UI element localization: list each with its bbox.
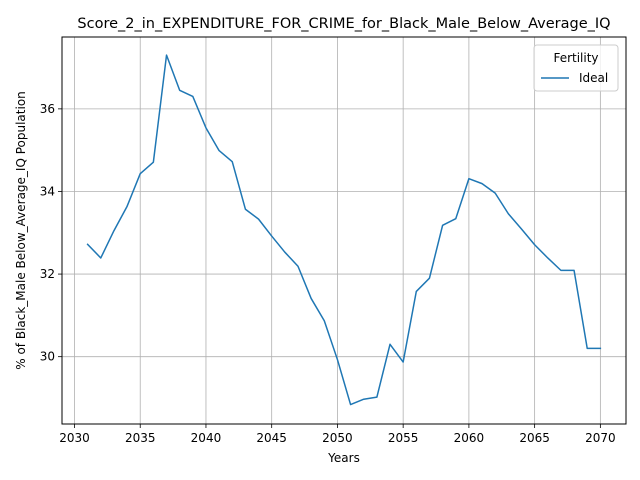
- x-tick-label: 2060: [454, 431, 485, 445]
- x-tick-label: 2065: [519, 431, 550, 445]
- legend-box: [533, 44, 619, 92]
- x-tick-label: 2055: [388, 431, 419, 445]
- x-axis-ticks: 2030 2035 2040 2045 2050 2055 2060 2065 2070: [59, 424, 616, 445]
- y-tick-label: 34: [40, 184, 55, 198]
- y-tick-label: 36: [40, 102, 55, 116]
- legend-label-ideal: Ideal: [579, 71, 608, 85]
- x-tick-label: 2035: [125, 431, 156, 445]
- series-lines: [86, 54, 602, 406]
- y-tick-label: 32: [40, 267, 55, 281]
- legend-title: Fertility: [553, 51, 598, 65]
- y-axis-label: % of Black_Male Below_Average_IQ Populat…: [14, 91, 28, 370]
- x-tick-label: 2045: [256, 431, 287, 445]
- x-tick-label: 2050: [322, 431, 353, 445]
- grid-lines: [62, 37, 626, 424]
- chart-title: Score_2_in_EXPENDITURE_FOR_CRIME_for_Bla…: [77, 16, 610, 32]
- y-axis-ticks: 30 32 34 36: [40, 102, 62, 364]
- series-line-ideal: [86, 54, 602, 406]
- legend: Fertility Ideal: [533, 44, 619, 92]
- x-tick-label: 2070: [585, 431, 616, 445]
- plot-area-frame: [61, 36, 627, 425]
- x-tick-label: 2030: [59, 431, 90, 445]
- x-axis-label: Years: [327, 451, 360, 465]
- x-tick-label: 2040: [191, 431, 222, 445]
- y-tick-label: 30: [40, 350, 55, 364]
